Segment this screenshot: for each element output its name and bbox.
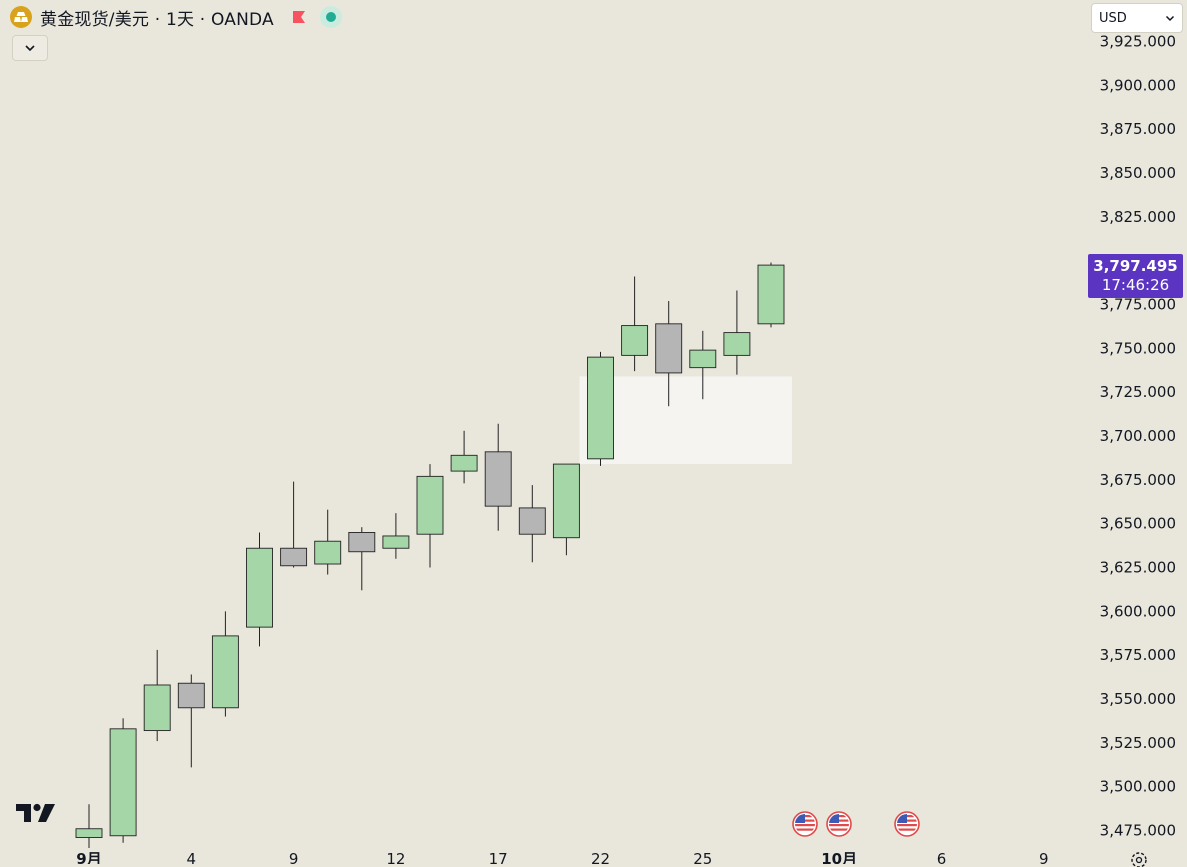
gold-bars-icon: [10, 6, 32, 28]
candle-body[interactable]: [757, 264, 785, 325]
candle-body[interactable]: [723, 332, 751, 356]
y-axis-tick-label: 3,900.000: [1100, 76, 1176, 94]
y-axis-tick-label: 3,550.000: [1100, 690, 1176, 708]
y-axis-tick-label: 3,925.000: [1100, 33, 1176, 51]
x-axis-tick-label: 12: [386, 850, 405, 864]
currency-label: USD: [1099, 10, 1127, 26]
y-axis-tick-label: 3,500.000: [1100, 778, 1176, 796]
candle-body[interactable]: [109, 728, 137, 837]
symbol-title[interactable]: 黄金现货/美元 · 1天 · OANDA: [40, 9, 274, 30]
y-axis-tick-label: 3,600.000: [1100, 602, 1176, 620]
bar-countdown: 17:46:26: [1101, 276, 1170, 294]
collapse-legend-button[interactable]: [12, 35, 48, 61]
y-axis-tick-label: 3,775.000: [1100, 296, 1176, 314]
y-axis-tick-label: 3,725.000: [1100, 383, 1176, 401]
x-axis-tick-label: 9: [1039, 850, 1049, 864]
market-open-dot-icon: [319, 6, 342, 28]
x-axis-tick-label: 4: [187, 850, 197, 864]
y-axis-tick-label: 3,575.000: [1100, 646, 1176, 664]
candle-body[interactable]: [587, 356, 614, 460]
us-flag-event-icon[interactable]: [894, 811, 921, 837]
x-axis-tick-label: 17: [489, 850, 508, 864]
y-axis-tick-label: 3,750.000: [1100, 339, 1176, 357]
last-price-badge: 3,797.495 17:46:26: [1088, 254, 1183, 298]
candle-body[interactable]: [416, 475, 444, 535]
candle-body[interactable]: [484, 451, 512, 507]
chart-header: 黄金现货/美元 · 1天 · OANDA: [10, 5, 342, 30]
y-axis-tick-label: 3,700.000: [1100, 427, 1176, 445]
candle-body[interactable]: [382, 535, 410, 549]
candle-body[interactable]: [450, 454, 478, 472]
us-flag-event-icon[interactable]: [792, 811, 818, 837]
candle-body[interactable]: [689, 349, 717, 369]
candle-body[interactable]: [314, 540, 342, 565]
y-axis-tick-label: 3,475.000: [1100, 822, 1176, 840]
y-axis-tick-label: 3,650.000: [1100, 515, 1176, 533]
x-axis-tick-label: 6: [937, 850, 947, 864]
y-axis-tick-label: 3,675.000: [1100, 471, 1176, 489]
last-price-value: 3,797.495: [1093, 257, 1178, 275]
y-axis-tick-label: 3,625.000: [1100, 559, 1176, 577]
candle-body[interactable]: [655, 323, 683, 374]
tradingview-logo-icon[interactable]: [16, 802, 56, 824]
x-axis-tick-label: 22: [591, 850, 610, 864]
us-flag-event-icon[interactable]: [826, 811, 852, 837]
candle-body[interactable]: [143, 684, 171, 732]
y-axis-tick-label: 3,825.000: [1100, 208, 1176, 226]
y-axis-tick-label: 3,850.000: [1100, 164, 1176, 182]
y-axis-tick-label: 3,525.000: [1100, 734, 1176, 752]
candle-body[interactable]: [348, 532, 376, 553]
x-axis-tick-label: 10月: [821, 850, 857, 864]
candle-body[interactable]: [518, 507, 546, 535]
chevron-down-icon: [25, 45, 35, 52]
flag-icon[interactable]: [290, 8, 308, 26]
chevron-down-icon: [1165, 15, 1175, 21]
y-axis-tick-label: 3,875.000: [1100, 120, 1176, 138]
candle-body[interactable]: [621, 325, 649, 356]
candle-body[interactable]: [280, 547, 308, 567]
x-axis-tick-label: 25: [693, 850, 712, 864]
gear-icon[interactable]: [1128, 849, 1150, 867]
highlight-zone: [579, 376, 792, 465]
x-axis-tick-label: 9月: [76, 850, 101, 864]
candle-body[interactable]: [177, 682, 205, 709]
currency-select[interactable]: USD: [1091, 3, 1183, 33]
candle-body[interactable]: [246, 547, 273, 628]
x-axis-tick-label: 9: [289, 850, 299, 864]
candle-body[interactable]: [75, 828, 103, 838]
candle-body[interactable]: [211, 635, 239, 709]
candle-body[interactable]: [552, 463, 580, 539]
